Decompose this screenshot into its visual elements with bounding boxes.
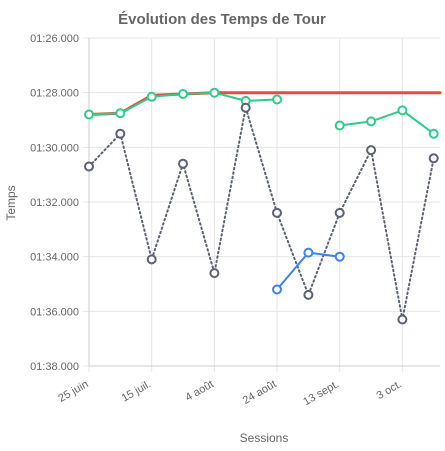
data-point[interactable] — [366, 116, 377, 127]
x-axis: 25 juin 15 juil. 4 août 24 août 13 sept. 3 oc… — [56, 378, 403, 408]
series-3 — [84, 102, 439, 325]
data-point[interactable] — [303, 247, 314, 258]
data-point[interactable] — [272, 207, 282, 218]
x-tick-label: 24 août — [241, 378, 279, 407]
data-point[interactable] — [334, 207, 345, 218]
data-point[interactable] — [178, 89, 188, 99]
series-line — [88, 106, 435, 321]
data-point[interactable] — [397, 105, 408, 116]
data-point[interactable] — [334, 120, 345, 131]
series-4 — [272, 247, 345, 295]
series-line — [276, 251, 341, 291]
data-point[interactable] — [84, 161, 94, 172]
data-point[interactable] — [146, 91, 157, 102]
y-tick-label: 01:34.000 — [30, 252, 79, 264]
data-point[interactable] — [303, 289, 314, 300]
data-point[interactable] — [84, 109, 94, 120]
series-line — [87, 91, 442, 116]
series-line — [338, 109, 435, 135]
data-point[interactable] — [146, 254, 157, 265]
y-tick-label: 01:28.000 — [30, 88, 79, 100]
series-2 — [334, 105, 439, 139]
data-point[interactable] — [428, 128, 439, 139]
y-axis: 01:26.000 01:28.000 01:30.000 01:32.000 01:3… — [30, 33, 79, 373]
x-tick-label: 15 juil. — [120, 378, 154, 404]
y-tick-label: 01:32.000 — [30, 197, 79, 209]
series-1 — [84, 87, 282, 120]
data-point[interactable] — [115, 128, 126, 139]
data-point[interactable] — [366, 145, 377, 156]
x-tick-label: 13 sept. — [301, 378, 341, 408]
series-0 — [87, 91, 442, 116]
x-axis-title: Sessions — [240, 431, 289, 445]
y-tick-label: 01:26.000 — [30, 33, 79, 45]
data-point[interactable] — [397, 314, 408, 325]
y-tick-label: 01:30.000 — [30, 142, 79, 154]
data-point[interactable] — [209, 268, 220, 279]
grid — [83, 37, 440, 372]
data-point[interactable] — [178, 158, 188, 169]
data-point[interactable] — [115, 108, 126, 119]
data-point[interactable] — [272, 284, 282, 295]
data-point[interactable] — [334, 251, 345, 262]
data-point[interactable] — [272, 94, 282, 105]
x-tick-label: 4 août — [183, 378, 215, 404]
y-tick-label: 01:38.000 — [30, 361, 79, 373]
x-tick-label: 3 oct. — [375, 378, 404, 402]
data-point[interactable] — [240, 102, 251, 113]
chart-title: Évolution des Temps de Tour — [118, 11, 326, 28]
x-tick-label: 25 juin — [56, 378, 90, 405]
data-point[interactable] — [209, 87, 220, 98]
y-tick-label: 01:36.000 — [30, 306, 79, 318]
y-axis-title: Temps — [4, 185, 18, 220]
data-point[interactable] — [428, 153, 439, 164]
series-layer — [84, 87, 442, 325]
